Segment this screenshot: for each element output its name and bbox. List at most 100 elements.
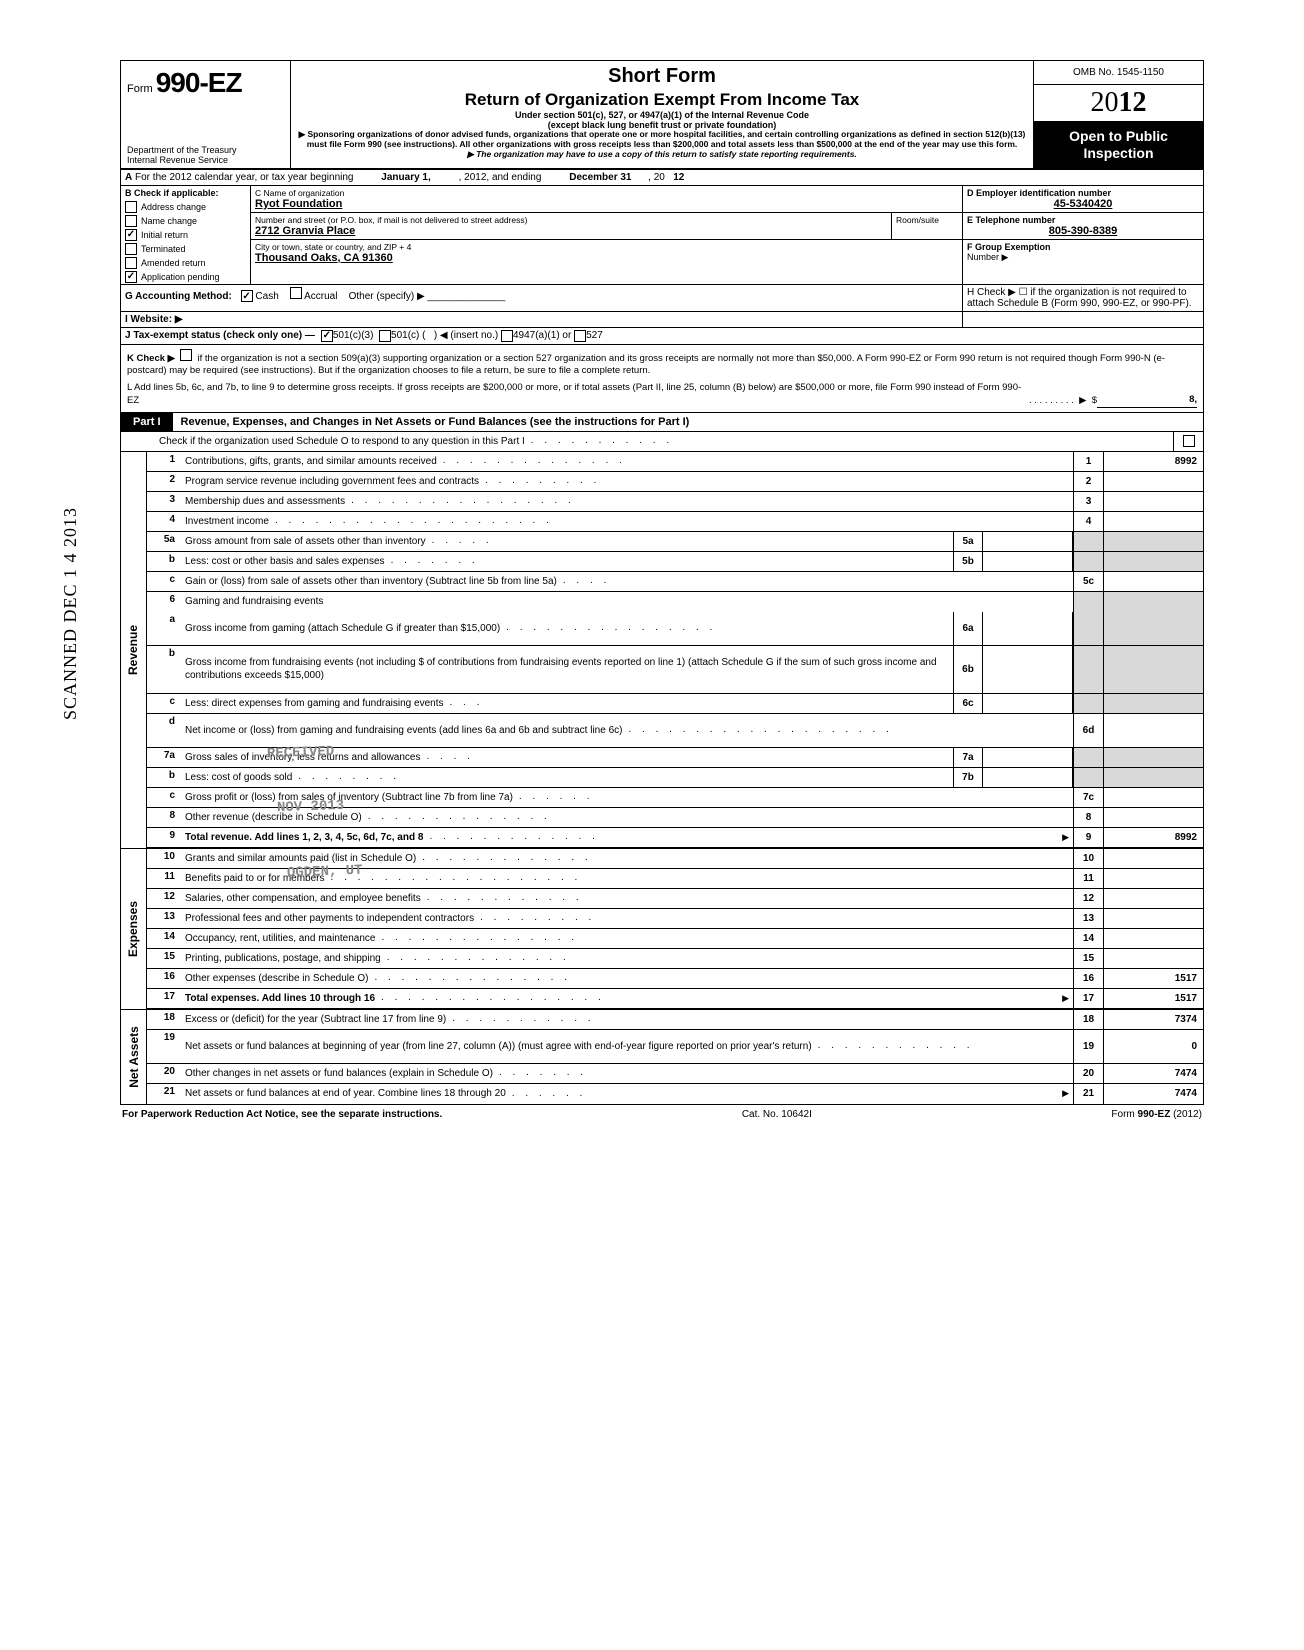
n7c: c [147, 788, 181, 807]
v14 [1103, 929, 1203, 948]
org-city: Thousand Oaks, CA 91360 [255, 252, 958, 264]
year-bold: 12 [1119, 87, 1147, 118]
chk-amended[interactable] [125, 257, 137, 269]
m7a: 7a [953, 748, 983, 767]
v10 [1103, 849, 1203, 868]
m6a: 6a [953, 612, 983, 645]
t7a: Gross sales of inventory, less returns a… [185, 752, 420, 763]
e-tel-label: E Telephone number [967, 215, 1199, 225]
l-text: L Add lines 5b, 6c, and 7b, to line 9 to… [127, 382, 1026, 408]
chk-pending[interactable]: ✓ [125, 271, 137, 283]
r18: 18 [1073, 1010, 1103, 1029]
part1-tab: Part I [121, 413, 173, 431]
d-ein-label: D Employer identification number [967, 188, 1199, 198]
j-527: 527 [586, 330, 603, 342]
n10: 10 [147, 849, 181, 868]
g-label: G Accounting Method: [125, 291, 232, 302]
mv6c [983, 694, 1073, 713]
r14: 14 [1073, 929, 1103, 948]
r8: 8 [1073, 808, 1103, 827]
n12: 12 [147, 889, 181, 908]
r16: 16 [1073, 969, 1103, 988]
n5b: b [147, 552, 181, 571]
row-a-prefix: A [125, 172, 132, 183]
n3: 3 [147, 492, 181, 511]
r19: 19 [1073, 1030, 1103, 1063]
chk-k[interactable] [180, 349, 192, 361]
t7b: Less: cost of goods sold [185, 772, 292, 783]
v19: 0 [1103, 1030, 1203, 1063]
col-c: C Name of organization Ryot Foundation N… [251, 186, 963, 284]
b-initial: Initial return [141, 230, 188, 240]
chk-cash[interactable]: ✓ [241, 290, 253, 302]
open-to-public: Open to Public Inspection [1034, 122, 1203, 168]
fine-print-1: ▶ Sponsoring organizations of donor advi… [297, 130, 1027, 150]
row-a-begin: January 1, [381, 172, 430, 183]
f-grp-label: F Group Exemption [967, 242, 1051, 252]
r9: 9 [1073, 828, 1103, 847]
j-insert: ) ◀ (insert no.) [434, 330, 498, 342]
t16: Other expenses (describe in Schedule O) [185, 973, 368, 984]
b-terminated: Terminated [141, 244, 186, 254]
g-cash: Cash [255, 291, 278, 302]
chk-4947[interactable] [501, 330, 513, 342]
chk-accrual[interactable] [290, 287, 302, 299]
chk-527[interactable] [574, 330, 586, 342]
r6d: 6d [1073, 714, 1103, 747]
chk-501c3[interactable]: ✓ [321, 330, 333, 342]
t11: Benefits paid to or for members [185, 873, 325, 884]
chk-address[interactable] [125, 201, 137, 213]
r5c: 5c [1073, 572, 1103, 591]
chk-501c[interactable] [379, 330, 391, 342]
n15: 15 [147, 949, 181, 968]
mv6b [983, 646, 1073, 693]
r11: 11 [1073, 869, 1103, 888]
chk-terminated[interactable] [125, 243, 137, 255]
row-a: A For the 2012 calendar year, or tax yea… [121, 170, 1203, 186]
subtitle-1: Under section 501(c), 527, or 4947(a)(1)… [297, 110, 1027, 120]
scanned-side-stamp: SCANNED DEC 1 4 2013 [60, 507, 81, 720]
mv7b [983, 768, 1073, 787]
org-ein: 45-5340420 [967, 198, 1199, 210]
v6a-sh [1103, 612, 1203, 645]
n6d: d [147, 714, 181, 747]
v5b-sh [1103, 552, 1203, 571]
v7b-sh [1103, 768, 1203, 787]
omb-number: OMB No. 1545-1150 [1034, 61, 1203, 85]
n6b: b [147, 646, 181, 693]
r12: 12 [1073, 889, 1103, 908]
row-j: J Tax-exempt status (check only one) — ✓… [121, 328, 1203, 345]
v5c [1103, 572, 1203, 591]
t12: Salaries, other compensation, and employ… [185, 893, 421, 904]
mv5b [983, 552, 1073, 571]
chk-initial[interactable]: ✓ [125, 229, 137, 241]
v21: 7474 [1103, 1084, 1203, 1104]
t20: Other changes in net assets or fund bala… [185, 1068, 493, 1079]
v8 [1103, 808, 1203, 827]
row-a-endyr: 12 [673, 172, 684, 183]
m6c: 6c [953, 694, 983, 713]
row-a-suffix: , 20 [648, 172, 665, 183]
m7b: 7b [953, 768, 983, 787]
f-grp-number: Number ▶ [967, 252, 1008, 262]
h-text: H Check ▶ ☐ if the organization is not r… [967, 287, 1192, 309]
title-short-form: Short Form [297, 65, 1027, 88]
r21: 21 [1073, 1084, 1103, 1104]
n7b: b [147, 768, 181, 787]
row-i: I Website: ▶ [121, 312, 1203, 328]
m6b: 6b [953, 646, 983, 693]
header-right: OMB No. 1545-1150 2012 Open to Public In… [1033, 61, 1203, 168]
v5a-sh [1103, 532, 1203, 551]
n5c: c [147, 572, 181, 591]
n9: 9 [147, 828, 181, 847]
t5b: Less: cost or other basis and sales expe… [185, 556, 385, 567]
chk-part1[interactable] [1183, 435, 1195, 447]
n2: 2 [147, 472, 181, 491]
chk-name[interactable] [125, 215, 137, 227]
open-label: Open to Public [1036, 128, 1201, 145]
page-footer: For Paperwork Reduction Act Notice, see … [120, 1105, 1204, 1124]
footer-right: Form 990-EZ (2012) [1111, 1109, 1202, 1120]
n4: 4 [147, 512, 181, 531]
t2: Program service revenue including govern… [185, 476, 479, 487]
t15: Printing, publications, postage, and shi… [185, 953, 381, 964]
